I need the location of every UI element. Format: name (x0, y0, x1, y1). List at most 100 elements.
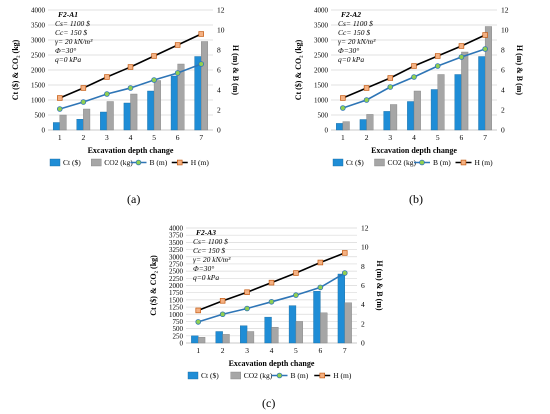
y2-axis-label: H (m) & B (m) (231, 45, 240, 96)
marker-H (m) (244, 289, 250, 295)
marker-B (m) (482, 46, 488, 52)
bar-Ct ($) (215, 331, 223, 344)
y2-tick-label: 4 (361, 300, 365, 309)
marker-H (m) (80, 85, 87, 91)
x-axis-label: Excavation depth change (229, 359, 315, 368)
y-tick-label: 500 (35, 112, 46, 120)
legend-label-Ct ($): Ct ($) (63, 158, 81, 167)
y2-tick-label: 8 (501, 46, 505, 55)
bar-CO2 (kg) (59, 114, 67, 131)
marker-H (m) (342, 250, 348, 256)
x-tick-label: 2 (81, 133, 85, 142)
marker-B (m) (387, 84, 394, 90)
marker-B (m) (151, 77, 157, 83)
y-tick-label: 2000 (169, 282, 184, 290)
y-tick-label: 2750 (169, 260, 184, 268)
bar-Ct ($) (100, 111, 108, 131)
marker-B (m) (56, 106, 63, 112)
inset-text-line: γ= 20 kN/m³ (55, 37, 93, 46)
bar-Ct ($) (478, 56, 486, 131)
x-tick-label: 6 (318, 346, 322, 355)
y-axis-label: Ct ($) & CO₂ (kg) (294, 39, 303, 100)
legend-marker-H (m) (460, 159, 467, 166)
bar-CO2 (kg) (295, 321, 303, 344)
y-tick-label: 250 (173, 332, 184, 340)
panel-label-b: (b) (409, 192, 423, 206)
marker-H (m) (104, 74, 110, 80)
inset-text-line: Φ=30° (338, 46, 359, 55)
bar-CO2 (kg) (271, 326, 279, 344)
x-tick-label: 2 (221, 346, 225, 355)
legend-label-Ct ($): Ct ($) (346, 158, 364, 167)
inset-text-line: Φ=30° (193, 264, 214, 273)
marker-H (m) (363, 85, 370, 91)
y-tick-label: 2000 (31, 67, 46, 75)
marker-B (m) (127, 85, 134, 91)
y-tick-label: 3500 (31, 22, 46, 30)
bar-CO2 (kg) (366, 114, 374, 131)
legend-marker-B (m) (135, 159, 142, 166)
x-tick-label: 3 (245, 346, 249, 355)
y2-tick-label: 12 (361, 224, 369, 233)
y-tick-label: 2500 (31, 52, 46, 60)
bar-Ct ($) (191, 335, 199, 344)
marker-B (m) (434, 63, 441, 69)
marker-B (m) (340, 105, 346, 111)
legend-marker-B (m) (419, 159, 425, 166)
x-tick-label: 4 (412, 133, 416, 142)
y-tick-label: 2500 (169, 268, 184, 276)
x-tick-label: 6 (460, 133, 464, 142)
y-tick-label: 1000 (169, 311, 184, 319)
bar-CO2 (kg) (344, 302, 352, 344)
marker-H (m) (151, 53, 157, 59)
bar-CO2 (kg) (130, 93, 138, 131)
legend-swatch-Ct ($) (49, 158, 61, 167)
marker-B (m) (198, 61, 205, 67)
x-tick-label: 7 (343, 346, 347, 355)
bar-CO2 (kg) (484, 26, 492, 131)
legend-swatch-CO2 (kg) (91, 158, 102, 167)
inset-text-line: F2-A3 (196, 228, 216, 237)
bar-Ct ($) (337, 273, 345, 344)
bar-CO2 (kg) (222, 334, 230, 344)
legend-marker-H (m) (177, 159, 183, 166)
inset-text-line: Cs= 1100 $ (55, 19, 90, 28)
x-tick-label: 7 (483, 133, 487, 142)
x-tick-label: 4 (270, 346, 274, 355)
chart-c: 0250500750100012501500175020002250250027… (149, 224, 384, 381)
legend-label-Ct ($): Ct ($) (201, 371, 219, 380)
y2-tick-label: 12 (501, 6, 509, 15)
bar-Ct ($) (383, 111, 391, 131)
inset-text-line: q=0 kPa (338, 55, 364, 64)
y-tick-label: 2250 (169, 275, 184, 283)
x-tick-label: 4 (129, 133, 133, 142)
bar-CO2 (kg) (390, 104, 398, 131)
y-tick-label: 1000 (314, 97, 329, 105)
bar-CO2 (kg) (83, 108, 91, 131)
legend-label-CO2 (kg): CO2 (kg) (244, 371, 273, 380)
y-tick-label: 500 (318, 112, 329, 120)
bar-Ct ($) (407, 101, 415, 131)
legend-swatch-Ct ($) (187, 371, 199, 380)
legend-label-B (m): B (m) (433, 158, 451, 167)
y2-tick-label: 6 (361, 281, 365, 290)
x-tick-label: 5 (436, 133, 440, 142)
bar-CO2 (kg) (106, 101, 114, 131)
bar-CO2 (kg) (177, 63, 185, 131)
bar-Ct ($) (264, 316, 272, 344)
marker-H (m) (195, 307, 201, 314)
x-tick-label: 1 (196, 346, 200, 355)
y-tick-label: 4000 (169, 225, 184, 233)
x-tick-label: 7 (199, 133, 203, 142)
y2-tick-label: 2 (217, 106, 221, 115)
y2-tick-label: 0 (217, 126, 221, 135)
x-tick-label: 1 (341, 133, 345, 142)
legend-swatch-Ct ($) (332, 158, 344, 167)
y2-tick-label: 2 (501, 106, 505, 115)
inset-text-line: F2-A2 (341, 10, 361, 19)
y-tick-label: 0 (42, 127, 46, 135)
marker-B (m) (363, 97, 370, 103)
legend-swatch-CO2 (kg) (230, 371, 241, 380)
inset-text-line: q=0 kPa (193, 273, 219, 282)
bar-CO2 (kg) (198, 337, 206, 344)
